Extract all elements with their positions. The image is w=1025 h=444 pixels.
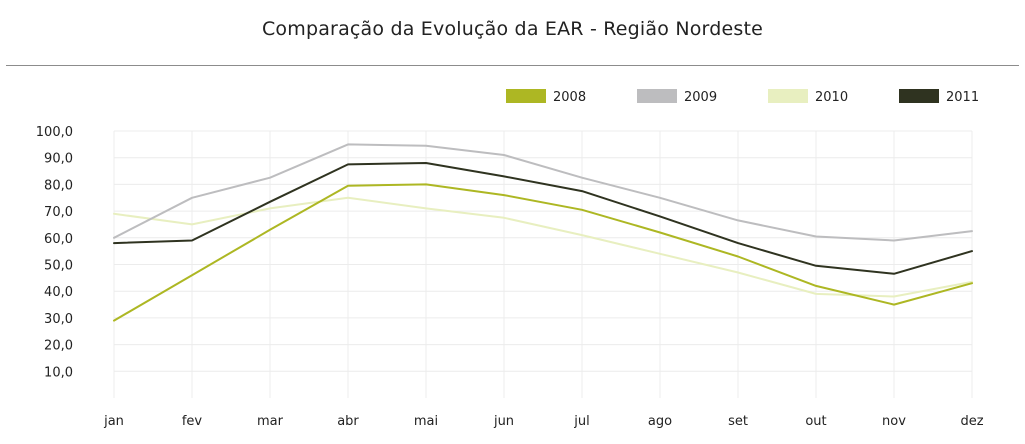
series-line-2011	[113, 162, 973, 275]
x-tick-label: ago	[648, 414, 672, 429]
x-tick-label: jan	[103, 414, 124, 429]
x-tick-label: nov	[882, 414, 906, 429]
x-tick-label: abr	[337, 414, 359, 429]
legend-item-2010: 2010	[768, 89, 848, 105]
y-axis-ticks: 10,0 20,0 30,0 40,0 50,0 60,0 70,0 80,0 90,0 100,…	[36, 125, 73, 380]
x-tick-label: mai	[414, 414, 438, 429]
legend-swatch	[637, 89, 677, 103]
x-axis-ticks: jan fev mar abr mai jun jul ago set out nov dez	[103, 414, 984, 429]
grid-lines	[113, 130, 973, 398]
series-line-2010	[113, 196, 973, 298]
series-line-2009	[113, 143, 973, 242]
legend: 2008 2009 2010 2011	[506, 89, 979, 105]
legend-swatch	[899, 89, 939, 103]
x-tick-label: mar	[257, 414, 284, 429]
chart-title: Comparação da Evolução da EAR - Região N…	[261, 18, 764, 40]
series-line-2008	[113, 183, 973, 322]
legend-swatch	[768, 89, 808, 103]
y-tick-label: 60,0	[44, 232, 73, 247]
y-tick-label: 40,0	[44, 285, 73, 300]
legend-label: 2011	[946, 90, 979, 105]
y-tick-label: 10,0	[44, 365, 73, 380]
y-tick-label: 50,0	[44, 259, 73, 274]
x-tick-label: dez	[960, 414, 983, 429]
x-tick-label: jul	[573, 414, 589, 429]
y-tick-label: 20,0	[44, 339, 73, 354]
series-lines	[113, 143, 973, 322]
legend-swatch	[506, 89, 546, 103]
legend-item-2009: 2009	[637, 89, 717, 105]
x-tick-label: set	[728, 414, 748, 429]
y-tick-label: 90,0	[44, 152, 73, 167]
y-tick-label: 80,0	[44, 178, 73, 193]
y-tick-label: 30,0	[44, 312, 73, 327]
legend-label: 2010	[815, 90, 848, 105]
legend-item-2008: 2008	[506, 89, 586, 105]
y-tick-label: 100,0	[36, 125, 73, 140]
x-tick-label: fev	[182, 414, 203, 429]
legend-label: 2008	[553, 90, 586, 105]
x-tick-label: out	[805, 414, 826, 429]
x-tick-label: jun	[493, 414, 514, 429]
title-divider	[6, 65, 1019, 66]
y-tick-label: 70,0	[44, 205, 73, 220]
legend-item-2011: 2011	[899, 89, 979, 105]
legend-label: 2009	[684, 90, 717, 105]
